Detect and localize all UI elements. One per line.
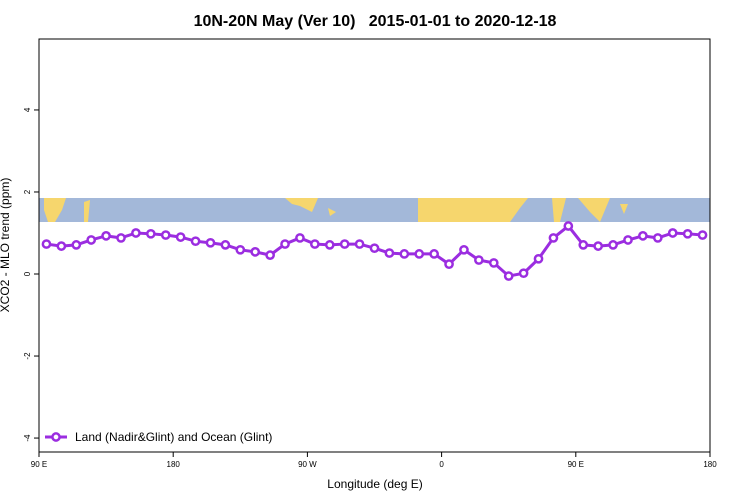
data-point (310, 239, 320, 249)
map-land (578, 198, 610, 222)
data-point (682, 228, 693, 239)
data-point (623, 235, 633, 245)
data-point (354, 239, 365, 249)
y-tick-label: -2 (23, 352, 32, 360)
data-point (563, 221, 574, 231)
data-point (116, 233, 126, 243)
data-point (533, 253, 544, 264)
x-tick-label: 90 E (568, 460, 584, 469)
data-point (56, 241, 67, 251)
y-tick-label: -4 (23, 434, 32, 442)
data-point (160, 230, 171, 240)
data-point (41, 239, 52, 249)
y-tick-label: 2 (23, 189, 32, 194)
map-land (552, 198, 566, 222)
x-tick-label: 0 (439, 460, 444, 469)
x-tick-label: 180 (703, 460, 717, 469)
map-land (84, 200, 90, 222)
x-tick-label: 90 E (31, 460, 47, 469)
data-point (503, 271, 514, 281)
data-point (265, 250, 275, 260)
map-land (328, 208, 336, 216)
legend-label: Land (Nadir&Glint) and Ocean (Glint) (75, 430, 272, 444)
data-point (295, 233, 305, 243)
data-point (280, 239, 290, 249)
chart-title: 10N-20N May (Ver 10) 2015-01-01 to 2020-… (194, 13, 557, 30)
data-point (488, 258, 499, 268)
data-point (384, 248, 395, 258)
y-axis-label: XCO2 - MLO trend (ppm) (0, 178, 12, 313)
data-point (667, 228, 678, 238)
data-point (101, 231, 111, 241)
data-point (190, 236, 201, 247)
data-point (175, 232, 186, 242)
data-point (220, 240, 231, 250)
data-point (608, 240, 618, 250)
plot-frame (38, 38, 711, 453)
data-point (593, 241, 604, 251)
data-point (235, 244, 246, 255)
data-point (697, 230, 708, 240)
data-point (459, 244, 469, 255)
map-land (285, 198, 318, 212)
data-point (399, 249, 410, 259)
data-point (145, 228, 156, 239)
data-point (638, 231, 648, 241)
data-point (578, 240, 589, 250)
x-tick-label: 180 (167, 460, 181, 469)
data-point (369, 243, 380, 254)
data-point (474, 255, 484, 265)
map-land (44, 198, 66, 222)
data-point (86, 235, 97, 245)
data-point (652, 233, 663, 243)
data-point (444, 259, 454, 270)
data-point (518, 268, 529, 279)
map-band (39, 198, 710, 222)
data-point (339, 239, 350, 249)
map-ocean (39, 198, 710, 222)
legend-marker (51, 432, 61, 442)
x-tick-label: 90 W (298, 460, 317, 469)
data-point (429, 249, 439, 259)
x-axis-label: Longitude (deg E) (327, 477, 422, 491)
data-point (548, 233, 559, 243)
data-point (414, 249, 425, 259)
data-point (71, 240, 82, 250)
data-point (250, 247, 261, 257)
y-tick-label: 0 (23, 271, 32, 276)
y-tick-label: 4 (23, 107, 32, 112)
data-point (324, 240, 335, 250)
data-point (131, 228, 141, 238)
map-land (620, 204, 628, 214)
data-point (205, 237, 216, 248)
map-land (418, 198, 528, 222)
